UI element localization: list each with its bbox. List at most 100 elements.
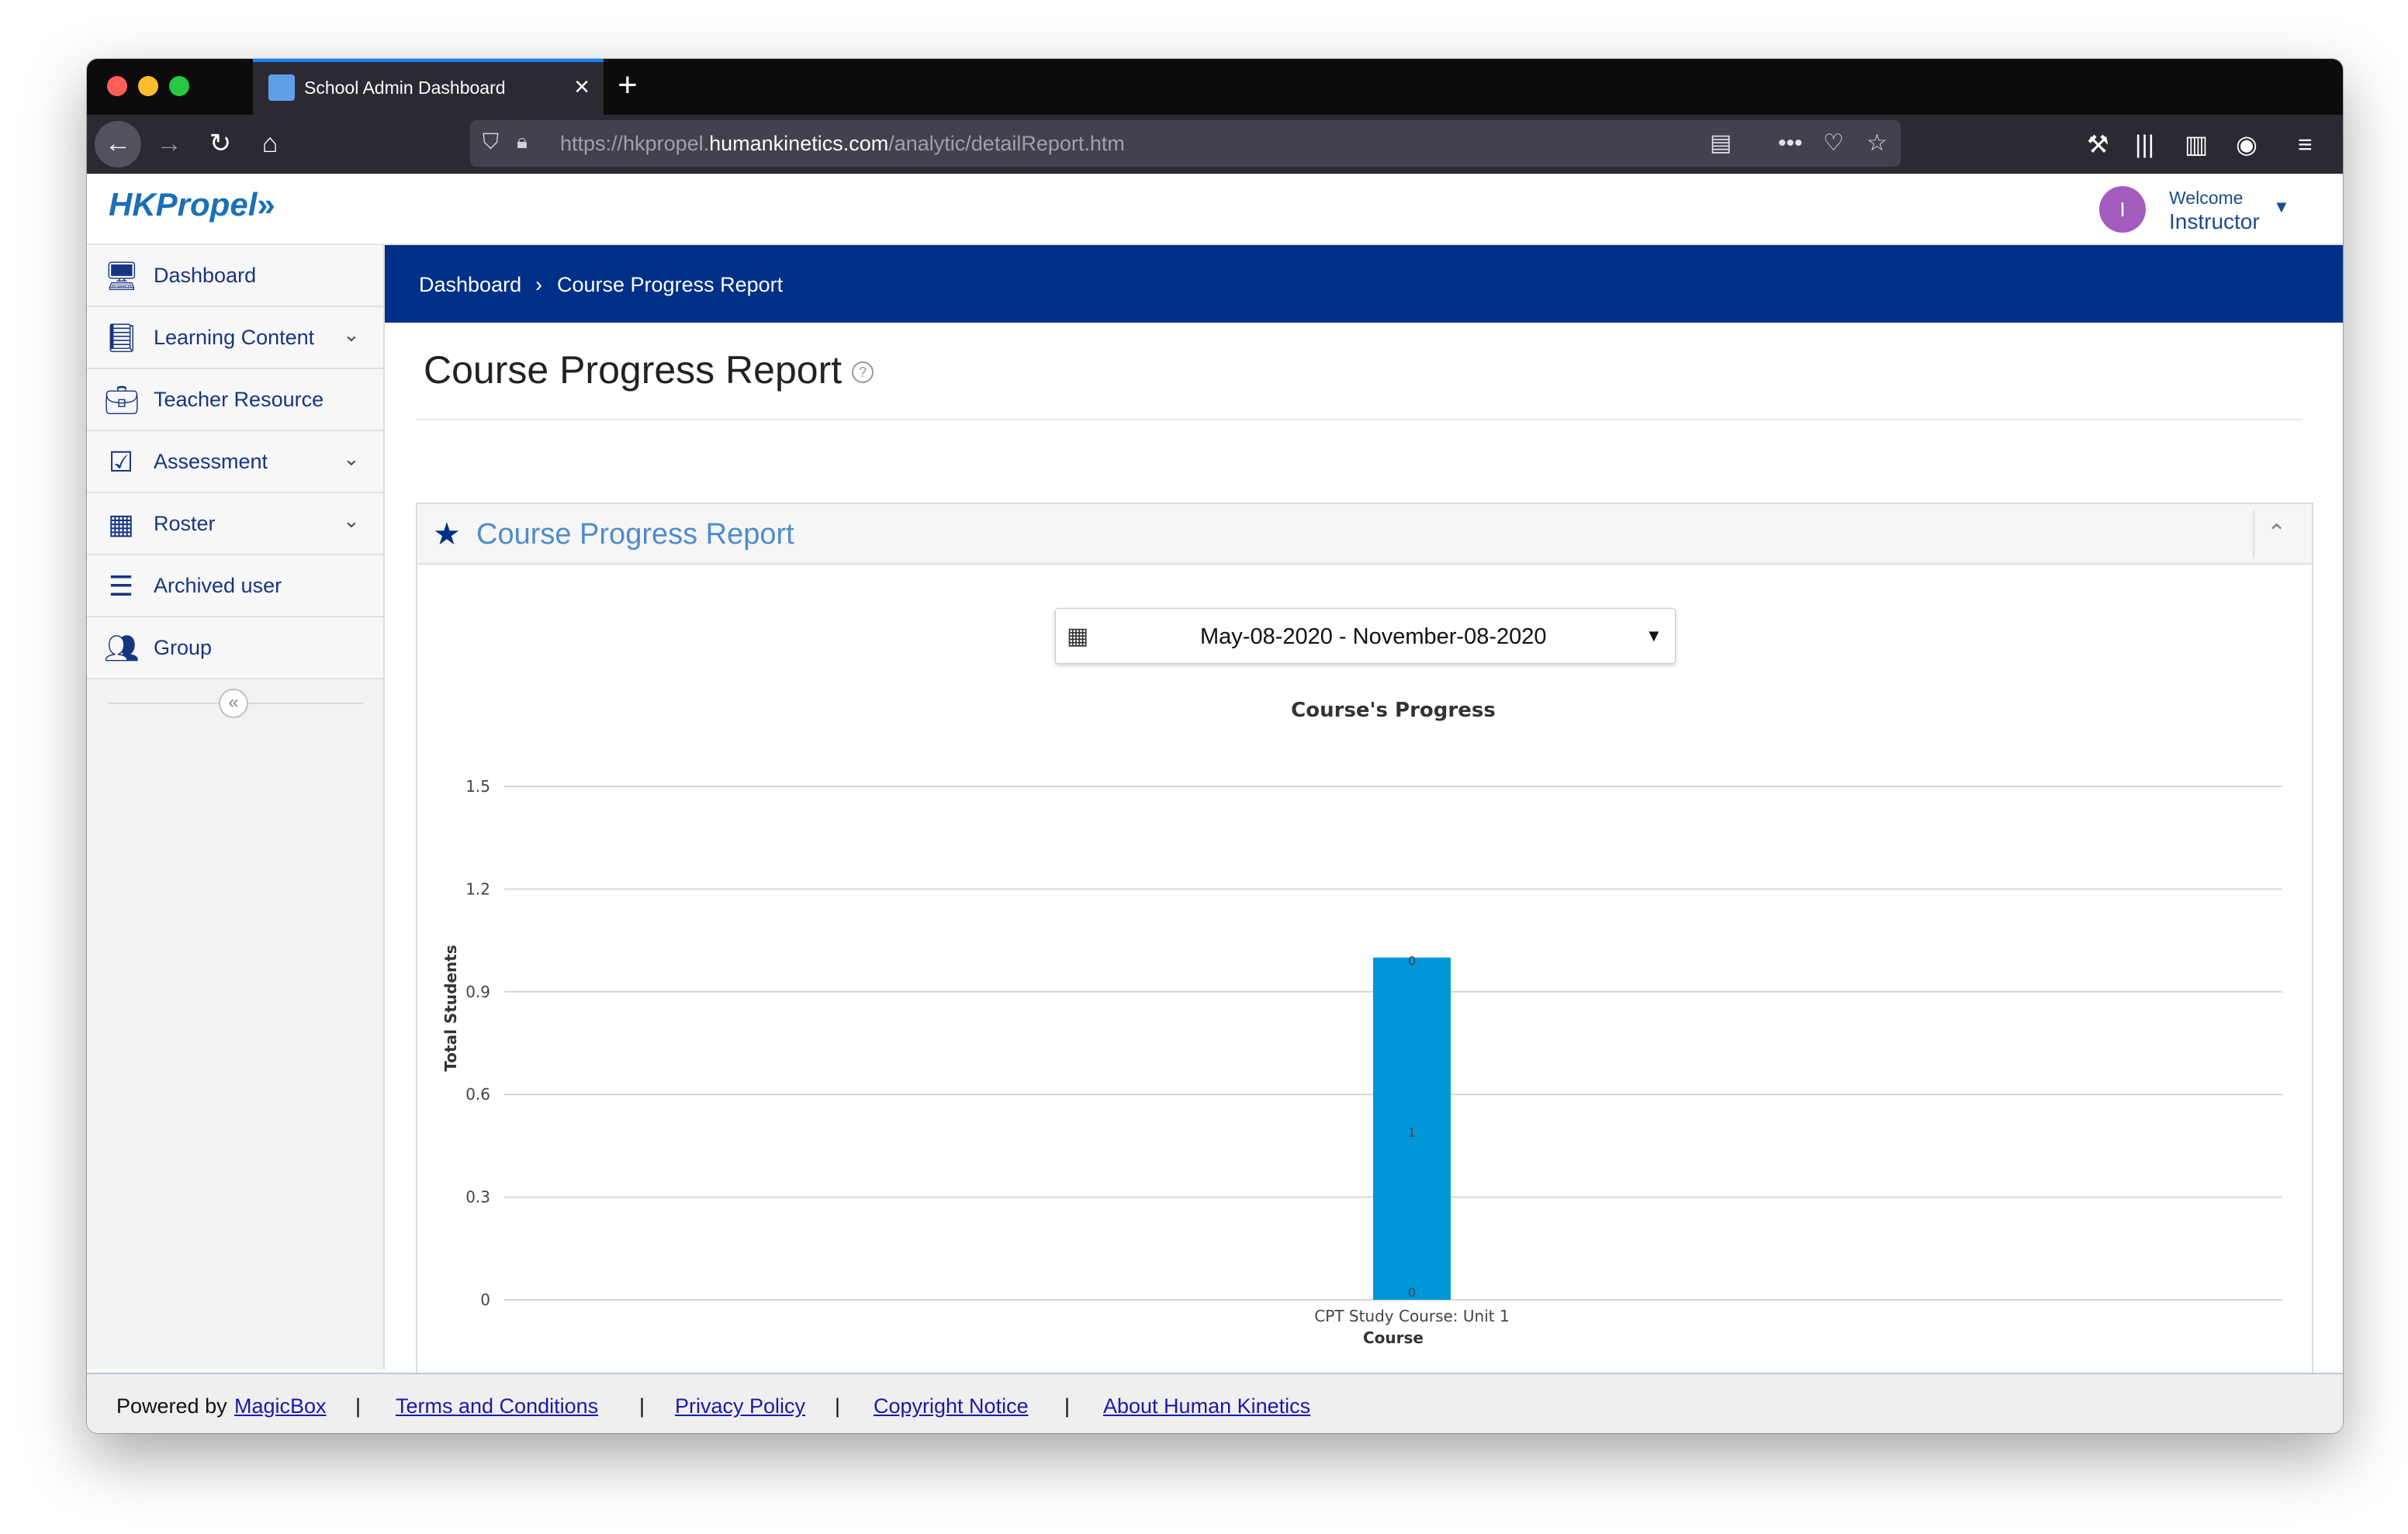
close-window-button[interactable] — [107, 76, 127, 96]
browser-tab[interactable]: School Admin Dashboard × — [253, 59, 604, 115]
copyright-link[interactable]: Copyright Notice — [874, 1394, 1029, 1418]
avatar[interactable]: I — [2099, 186, 2146, 233]
report-panel: ★ Course Progress Report ⌃ ▦ May-08-2020… — [416, 503, 2313, 1379]
sidebar-item-label: Group — [154, 636, 213, 659]
sidebar-item-learning-content[interactable]: 📘︎ Learning Content ⌄ — [87, 307, 383, 369]
star-icon: ★ — [433, 517, 461, 551]
chevron-up-icon[interactable]: ⌃ — [2267, 520, 2287, 546]
footer: Powered by MagicBox | Terms and Conditio… — [87, 1373, 2343, 1433]
panel-header: ★ Course Progress Report ⌃ — [417, 504, 2312, 565]
sidebar-item-label: Roster — [154, 512, 216, 535]
user-menu-caret-icon[interactable]: ▼ — [2273, 197, 2290, 216]
chevron-down-icon[interactable]: ⌄ — [343, 323, 360, 346]
favicon-icon — [268, 74, 295, 101]
help-icon[interactable]: ? — [852, 361, 874, 383]
account-icon[interactable]: ◉ — [2236, 130, 2258, 158]
date-range-picker[interactable]: ▦ May-08-2020 - November-08-2020 ▼ — [1055, 608, 1676, 664]
calendar-icon: ▦ — [1067, 624, 1089, 649]
reader-view-icon[interactable]: ▤ — [1710, 130, 1732, 156]
breadcrumb: Dashboard › Course Progress Report — [385, 245, 2343, 323]
bookmark-star-icon[interactable]: ☆ — [1867, 130, 1887, 156]
privacy-link[interactable]: Privacy Policy — [675, 1394, 806, 1418]
y-axis-label: Total Students — [441, 945, 460, 1071]
panel-title: Course Progress Report — [476, 518, 794, 551]
reload-button[interactable]: ↻ — [209, 129, 232, 158]
chevron-down-icon[interactable]: ⌄ — [343, 447, 360, 470]
new-tab-icon[interactable]: + — [618, 66, 638, 104]
hkpropel-logo[interactable]: HKPropel» — [109, 186, 275, 223]
data-label: 1 — [1408, 1125, 1416, 1139]
address-bar[interactable]: ⛉ 🔒︎ https://hkpropel.humankinetics.com/… — [470, 120, 1901, 167]
minimize-window-button[interactable] — [138, 76, 158, 96]
y-tick-label: 0.9 — [465, 983, 490, 1001]
maximize-window-button[interactable] — [169, 76, 189, 96]
collapse-sidebar-button[interactable]: « — [219, 689, 248, 718]
footer-separator: | — [355, 1394, 362, 1418]
breadcrumb-current: Course Progress Report — [557, 273, 784, 296]
sidebar: 🖥︎ Dashboard 📘︎ Learning Content ⌄ 💼︎ Te… — [87, 245, 385, 1370]
data-label: 0 — [1408, 954, 1416, 969]
sidebar-item-assessment[interactable]: ☑ Assessment ⌄ — [87, 431, 383, 493]
tab-title: School Admin Dashboard — [304, 78, 506, 98]
y-tick-label: 0.3 — [465, 1188, 490, 1207]
sidebar-item-archived-user[interactable]: ☰ Archived user — [87, 555, 383, 617]
bar[interactable] — [1373, 957, 1451, 1300]
chevron-down-icon[interactable]: ⌄ — [343, 509, 360, 532]
sidebar-item-label: Learning Content — [154, 326, 315, 349]
chart-title: Course's Progress — [1291, 699, 1496, 722]
home-button[interactable]: ⌂ — [261, 129, 279, 158]
browser-window: School Admin Dashboard × + ← → ↻ ⌂ ⛉ 🔒︎ … — [87, 59, 2343, 1433]
footer-separator: | — [835, 1394, 841, 1418]
lock-icon[interactable]: 🔒︎ — [517, 130, 528, 153]
y-tick-label: 0 — [480, 1290, 490, 1309]
sidebar-item-roster[interactable]: ▦ Roster ⌄ — [87, 493, 383, 555]
app-header: HKPropel» I Welcome Instructor ▼ — [87, 174, 2343, 245]
monitor-icon: 🖥︎ — [104, 260, 140, 292]
menu-icon[interactable]: ≡ — [2298, 130, 2313, 158]
sidebar-item-group[interactable]: 👥︎ Group — [87, 617, 383, 679]
page-title: Course Progress Report — [424, 348, 842, 392]
users-icon: 👥︎ — [104, 632, 140, 664]
sidebar-item-label: Dashboard — [154, 264, 257, 287]
page-actions-icon[interactable]: ••• — [1778, 130, 1803, 156]
sidebar-item-dashboard[interactable]: 🖥︎ Dashboard — [87, 245, 383, 307]
pocket-icon[interactable]: ♡ — [1823, 130, 1844, 156]
library-icon[interactable]: ||| — [2135, 130, 2154, 158]
calendar-icon: ▦ — [107, 508, 134, 540]
breadcrumb-dashboard-link[interactable]: Dashboard — [419, 273, 522, 296]
footer-separator: | — [639, 1394, 645, 1418]
back-button[interactable]: ← — [95, 121, 141, 168]
url-text[interactable]: https://hkpropel.humankinetics.com/analy… — [560, 132, 1125, 155]
briefcase-icon: 💼︎ — [104, 384, 140, 416]
course-progress-chart: Course's Progress 0 0.3 0.6 0.9 1.2 1.5 0 1 0 C… — [441, 699, 2282, 1347]
forward-button[interactable]: → — [156, 129, 182, 158]
x-tick-label: CPT Study Course: Unit 1 — [1314, 1307, 1509, 1325]
tools-icon[interactable]: ⚒ — [2087, 130, 2109, 158]
data-label: 0 — [1408, 1285, 1416, 1300]
tab-close-icon[interactable]: × — [574, 72, 590, 102]
sidebar-item-teacher-resource[interactable]: 💼︎ Teacher Resource — [87, 369, 383, 431]
browser-toolbar: ← → ↻ ⌂ ⛉ 🔒︎ https://hkpropel.humankinet… — [87, 115, 2343, 174]
list-icon: ☰ — [108, 570, 134, 602]
breadcrumb-separator: › — [535, 273, 542, 296]
sidebar-toggle-icon[interactable]: ▥ — [2185, 130, 2209, 158]
panel-header-divider — [2253, 510, 2254, 558]
sidebar-item-label: Teacher Resource — [154, 388, 324, 411]
checkbox-icon: ☑ — [108, 446, 134, 478]
user-name[interactable]: Instructor — [2169, 209, 2260, 233]
tab-strip: School Admin Dashboard × + — [87, 59, 2343, 115]
sidebar-item-label: Archived user — [154, 574, 282, 597]
y-tick-label: 1.5 — [465, 777, 490, 796]
terms-link[interactable]: Terms and Conditions — [396, 1394, 599, 1418]
footer-separator: | — [1064, 1394, 1071, 1418]
welcome-label: Welcome — [2169, 188, 2244, 208]
magicbox-link[interactable]: MagicBox — [234, 1394, 327, 1418]
powered-by-label: Powered by — [116, 1394, 227, 1418]
chevron-down-icon: ▼ — [1645, 626, 1662, 645]
book-icon: 📘︎ — [104, 322, 140, 354]
y-tick-label: 0.6 — [465, 1085, 490, 1104]
about-link[interactable]: About Human Kinetics — [1103, 1394, 1311, 1418]
sidebar-item-label: Assessment — [154, 450, 268, 473]
tracking-shield-icon[interactable]: ⛉ — [483, 130, 500, 154]
date-range-value: May-08-2020 - November-08-2020 — [1200, 624, 1547, 649]
